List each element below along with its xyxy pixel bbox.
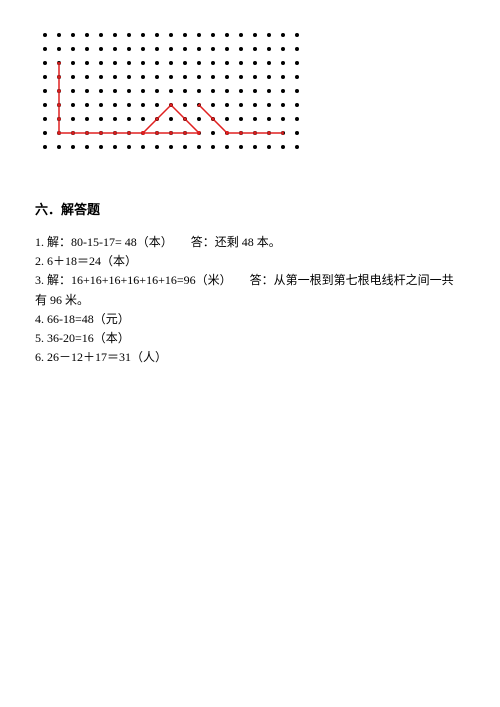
answer-line-2: 2. 6＋18＝24（本）: [35, 252, 465, 271]
dot-grid-figure: [35, 25, 465, 169]
answer-line-6: 6. 26－12＋17＝31（人）: [35, 348, 465, 367]
section-title: 六．解答题: [35, 199, 465, 218]
answers-block: 1. 解：80-15-17= 48（本） 答：还剩 48 本。2. 6＋18＝2…: [35, 233, 465, 367]
answer-line-4: 4. 66-18=48（元）: [35, 310, 465, 329]
answer-line-1: 1. 解：80-15-17= 48（本） 答：还剩 48 本。: [35, 233, 465, 252]
dot-grid-svg: [35, 25, 315, 165]
answer-line-3: 3. 解：16+16+16+16+16+16=96（米） 答：从第一根到第七根电…: [35, 271, 465, 309]
answer-line-5: 5. 36-20=16（本）: [35, 329, 465, 348]
